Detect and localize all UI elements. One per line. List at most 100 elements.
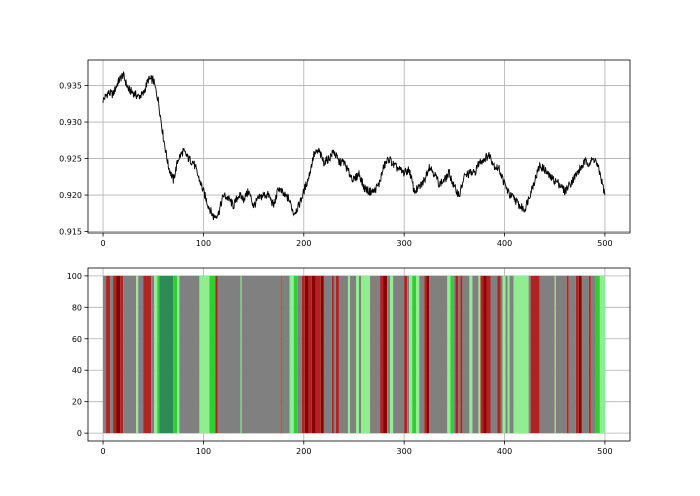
regime-bar	[599, 275, 605, 434]
regime-bar	[419, 275, 425, 434]
regime-bar	[472, 275, 479, 434]
regime-bar	[173, 275, 178, 434]
regime-bar	[177, 275, 180, 434]
y-tick-label: 0.930	[59, 118, 82, 127]
x-tick-label: 200	[296, 447, 311, 456]
x-tick-label: 200	[296, 239, 311, 248]
regime-bar	[490, 275, 498, 434]
regime-bar	[151, 275, 155, 434]
regime-bar	[297, 275, 302, 434]
regime-bar	[380, 275, 384, 434]
axes-frame	[87, 267, 631, 442]
regime-bar	[502, 275, 506, 434]
regime-bar	[528, 275, 531, 434]
regime-bar	[404, 275, 408, 434]
regime-bar	[113, 275, 117, 434]
regime-bar	[412, 275, 417, 434]
regime-bar	[429, 275, 448, 434]
regime-bar	[304, 275, 309, 434]
regime-bar	[387, 275, 391, 434]
regime-bar	[349, 275, 356, 434]
regime-bar	[106, 275, 111, 434]
y-tick-label: 20	[72, 398, 82, 407]
regime-bar	[361, 275, 371, 434]
regime-bar	[179, 275, 200, 434]
regime-bar	[500, 275, 503, 434]
regime-bar	[315, 275, 321, 434]
axes-frame	[87, 59, 631, 234]
regime-bar	[554, 275, 556, 434]
y-tick-label: 0.925	[59, 155, 82, 164]
regime-bar	[240, 275, 242, 434]
y-tick-label: 100	[67, 272, 82, 281]
x-tick-label: 500	[597, 447, 612, 456]
regime-bar	[588, 275, 591, 434]
x-tick-label: 300	[397, 447, 412, 456]
regime-bar	[478, 275, 481, 434]
y-tick-label: 0.915	[59, 228, 82, 237]
regime-bar	[460, 275, 463, 434]
regime-bar	[347, 275, 350, 434]
regime-bar	[462, 275, 470, 434]
regime-bar	[289, 275, 294, 434]
regime-bar	[370, 275, 381, 434]
regime-bar	[116, 275, 121, 434]
top-price-chart: 0 100 200 300 400 500 0.915 0.920 0.925 0.930 0.93…	[59, 59, 631, 248]
regime-bar	[469, 275, 473, 434]
regime-bar	[280, 275, 282, 434]
regime-bar	[483, 275, 487, 434]
regime-bar	[159, 275, 174, 434]
y-tick-label: 0.920	[59, 191, 82, 200]
regime-bar	[530, 275, 540, 434]
regime-bar	[383, 275, 388, 434]
regime-bar	[416, 275, 420, 434]
regime-bar	[424, 275, 427, 434]
regime-bar	[480, 275, 484, 434]
regime-bar	[338, 275, 348, 434]
regime-bar	[590, 275, 596, 434]
regime-bar	[575, 275, 579, 434]
regime-bar	[393, 275, 405, 434]
regime-bar	[215, 275, 218, 434]
y-tick-label: 80	[72, 303, 82, 312]
bottom-regime-chart: 0 100 200 300 400 500 0 20 40 60 80 100	[67, 267, 631, 456]
regime-bar	[241, 275, 281, 434]
y-tick-label: 40	[72, 366, 82, 375]
regime-bar	[157, 275, 160, 434]
regime-bar	[455, 275, 459, 434]
regime-bar	[426, 275, 430, 434]
regime-bar	[505, 275, 508, 434]
regime-bar	[486, 275, 491, 434]
regime-bar	[458, 275, 461, 434]
regime-bar	[539, 275, 555, 434]
x-tick-label: 400	[497, 447, 512, 456]
regime-bar	[320, 275, 324, 434]
regime-bar	[123, 275, 137, 434]
regime-bar	[311, 275, 316, 434]
x-tick-label: 100	[196, 447, 211, 456]
regime-bar	[453, 275, 456, 434]
regime-bar	[359, 275, 362, 434]
x-tick-label: 300	[397, 239, 412, 248]
x-tick-label: 500	[597, 239, 612, 248]
y-tick-label: 0	[77, 429, 82, 438]
regime-bar	[333, 275, 336, 434]
regime-bar	[217, 275, 241, 434]
regime-bar	[308, 275, 312, 434]
regime-bar	[301, 275, 305, 434]
regime-bar	[199, 275, 210, 434]
regime-bar	[110, 275, 114, 434]
regime-bar	[355, 275, 359, 434]
regime-bar	[507, 275, 510, 434]
regime-bar	[103, 275, 107, 434]
regime-bar	[281, 275, 290, 434]
regime-bar	[390, 275, 394, 434]
regime-bar	[581, 275, 589, 434]
regime-bar	[136, 275, 139, 434]
regime-bar	[293, 275, 298, 434]
regime-bar	[335, 275, 339, 434]
regime-bar	[143, 275, 152, 434]
y-tick-label: 60	[72, 335, 82, 344]
regime-bar	[513, 275, 529, 434]
